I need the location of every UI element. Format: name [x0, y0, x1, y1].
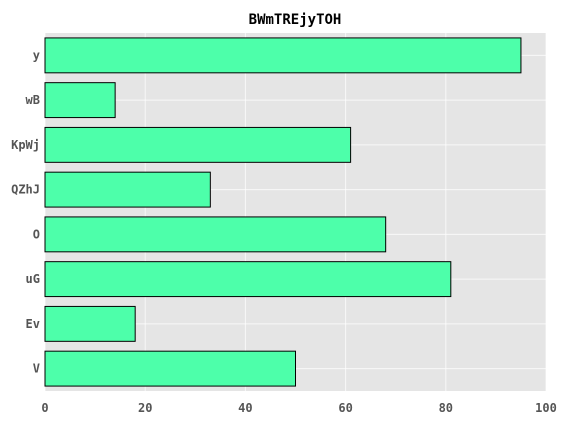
bar-KpWj: [45, 127, 351, 162]
x-tick-labels: 0 20 40 60 80 100: [41, 401, 556, 415]
y-tick-labels: y wB KpWj QZhJ OuG Ev V: [11, 48, 40, 375]
y-tick-label: KpWj: [11, 138, 40, 152]
x-tick-label: 40: [238, 401, 252, 415]
y-tick-label: wB: [26, 93, 40, 107]
y-tick-label: V: [33, 362, 40, 376]
bar-V: [45, 351, 296, 386]
y-tick-label: y: [33, 48, 40, 62]
bar-Ev: [45, 306, 135, 341]
chart-title: BWmTREjyTOH: [249, 12, 342, 28]
y-tick-label: QZhJ: [11, 183, 40, 197]
bar-QZhJ: [45, 172, 210, 207]
y-tick-label: O: [33, 227, 40, 241]
x-tick-label: 80: [439, 401, 453, 415]
y-tick-label: uG: [26, 272, 40, 286]
bar-wB: [45, 83, 115, 118]
x-tick-label: 0: [41, 401, 48, 415]
x-tick-label: 20: [138, 401, 152, 415]
y-tick-label: Ev: [26, 317, 40, 331]
bar-uG: [45, 262, 451, 297]
x-tick-label: 100: [535, 401, 557, 415]
x-tick-label: 60: [338, 401, 352, 415]
bar-O: [45, 217, 386, 252]
bar-y: [45, 38, 521, 73]
